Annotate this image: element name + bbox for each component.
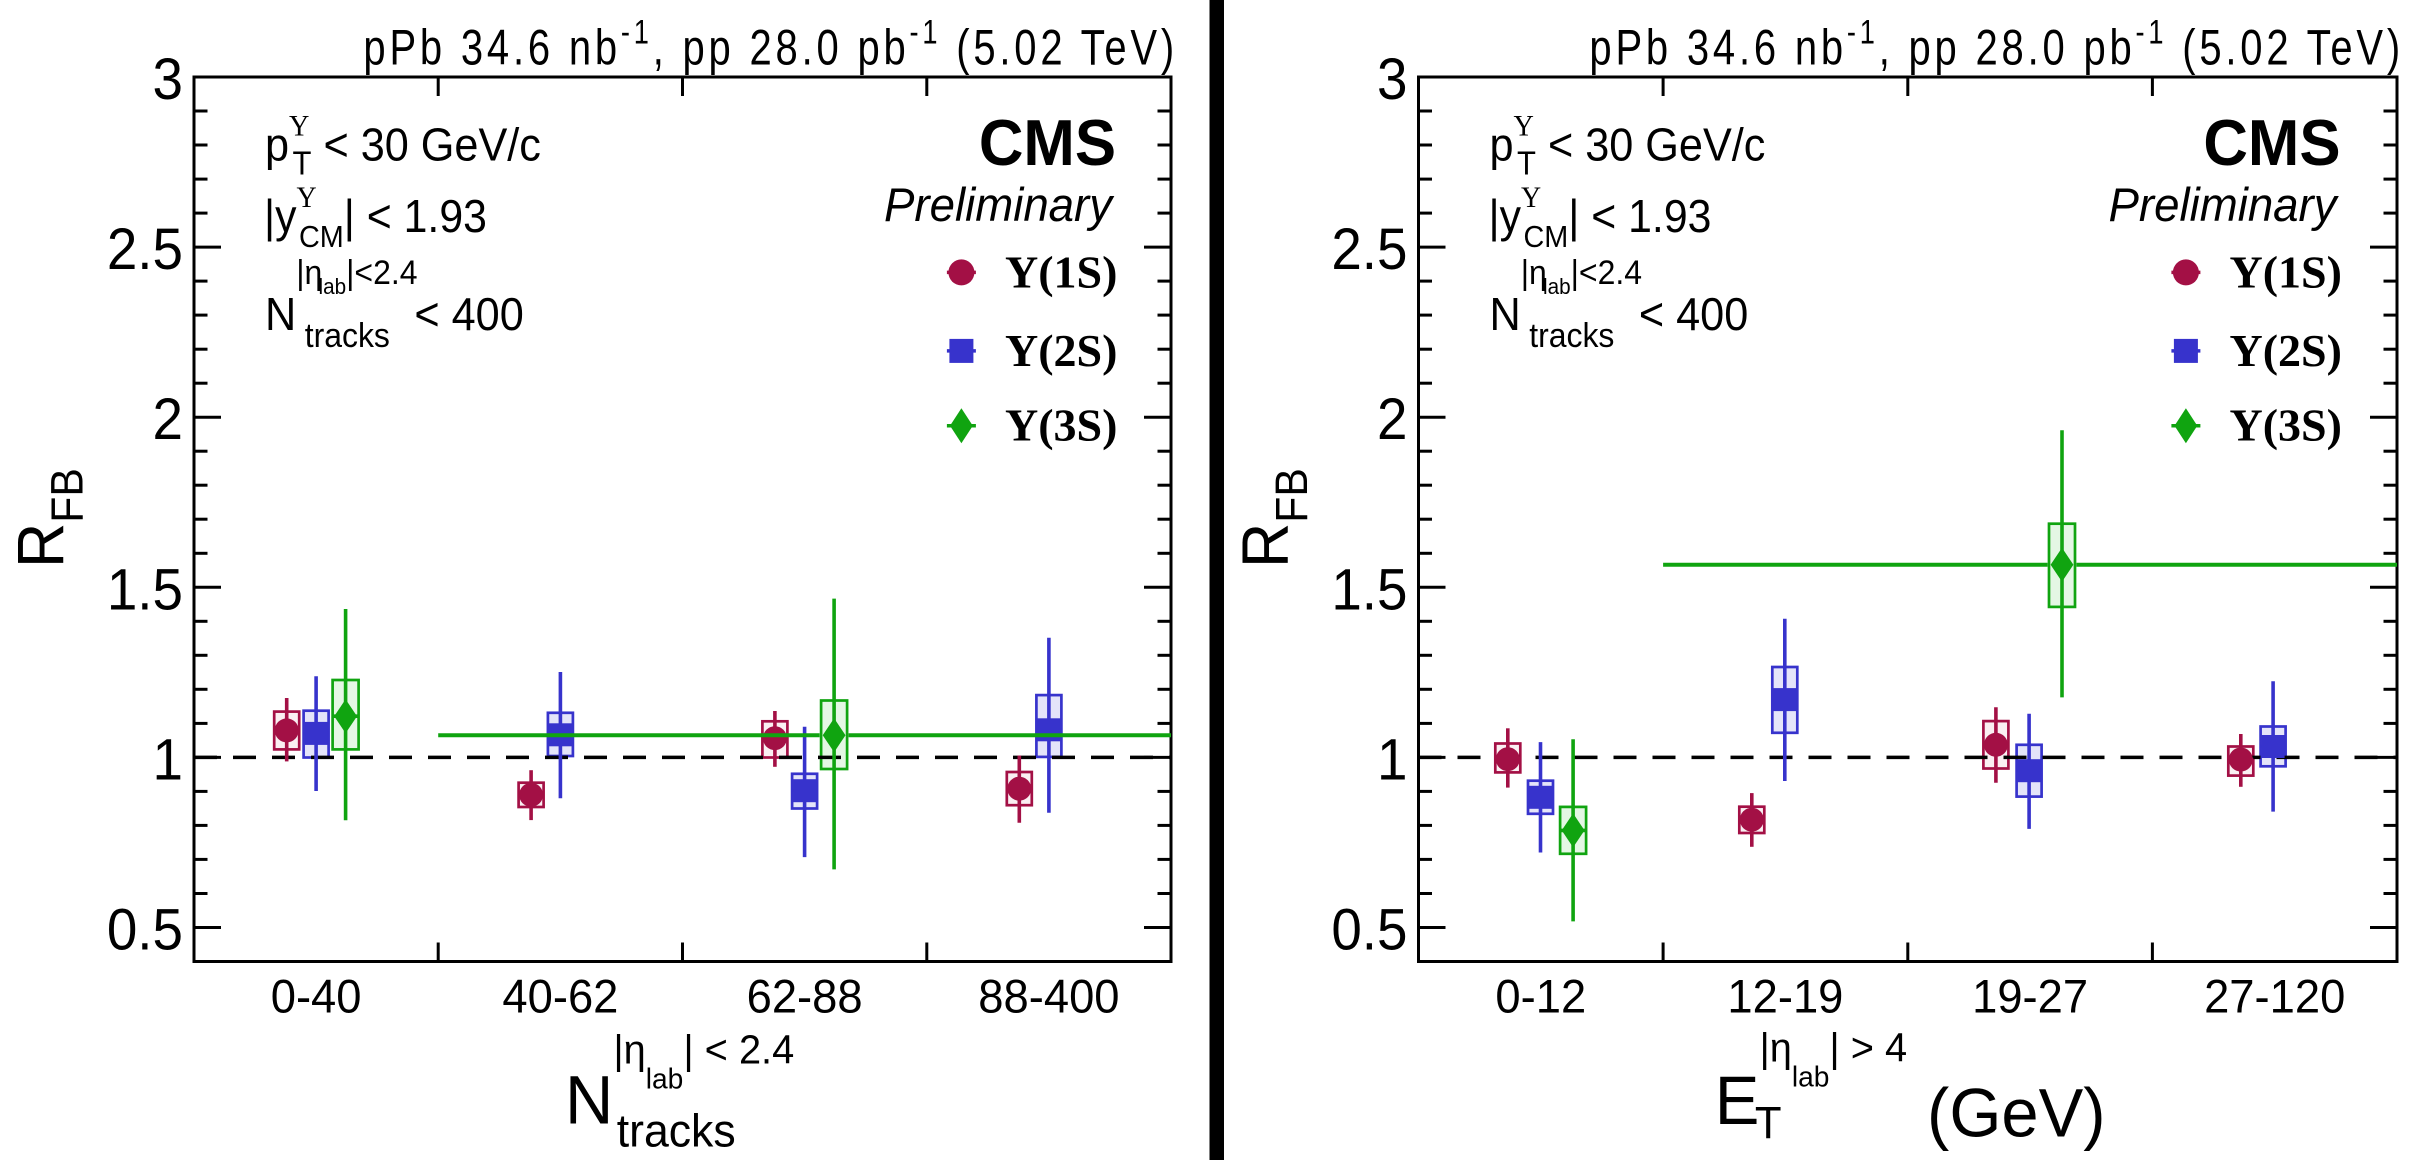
svg-text:Y(1S): Y(1S) xyxy=(2230,246,2342,297)
svg-text:CMS: CMS xyxy=(2203,108,2340,180)
svg-text:Y(2S): Y(2S) xyxy=(2230,325,2342,376)
svg-text:CMS: CMS xyxy=(979,108,1116,180)
svg-text:1.5: 1.5 xyxy=(1331,557,1407,622)
svg-text:3: 3 xyxy=(153,47,183,112)
svg-text:1.5: 1.5 xyxy=(107,557,183,622)
svg-text:pYT < 30 GeV/c: pY T < 30 GeV/c xyxy=(1490,110,1766,182)
svg-text:2: 2 xyxy=(153,387,183,452)
svg-text:2.5: 2.5 xyxy=(1331,217,1407,282)
svg-text:pPb 34.6 nb-1, pp 28.0 pb-1 (5: pPb 34.6 nb-1, pp 28.0 pb-1 (5.02 TeV) xyxy=(1589,13,2404,76)
svg-text:62-88: 62-88 xyxy=(747,970,863,1023)
svg-text:pYT < 30 GeV/c: pY T < 30 GeV/c xyxy=(265,110,541,182)
svg-text:19-27: 19-27 xyxy=(1972,970,2088,1023)
svg-text:27-120: 27-120 xyxy=(2204,970,2345,1023)
svg-text:Y(2S): Y(2S) xyxy=(1005,325,1117,376)
svg-text:3: 3 xyxy=(1377,47,1407,112)
svg-text:0.5: 0.5 xyxy=(1331,897,1407,962)
svg-text:Preliminary: Preliminary xyxy=(2109,178,2340,231)
svg-text:40-62: 40-62 xyxy=(502,970,618,1023)
svg-text:2.5: 2.5 xyxy=(107,217,183,282)
svg-text:Y(3S): Y(3S) xyxy=(2230,400,2342,451)
svg-text:1: 1 xyxy=(153,727,183,792)
svg-text:88-400: 88-400 xyxy=(978,970,1119,1023)
svg-text:0-40: 0-40 xyxy=(271,970,362,1023)
svg-text:pPb 34.6 nb-1, pp 28.0 pb-1 (5: pPb 34.6 nb-1, pp 28.0 pb-1 (5.02 TeV) xyxy=(363,13,1178,76)
svg-text:0.5: 0.5 xyxy=(107,897,183,962)
svg-text:2: 2 xyxy=(1377,387,1407,452)
svg-text:Y(1S): Y(1S) xyxy=(1005,246,1117,297)
svg-text:Preliminary: Preliminary xyxy=(884,178,1115,231)
svg-text:1: 1 xyxy=(1377,727,1407,792)
svg-text:0-12: 0-12 xyxy=(1495,970,1586,1023)
svg-text:Y(3S): Y(3S) xyxy=(1005,400,1117,451)
svg-text:12-19: 12-19 xyxy=(1727,970,1843,1023)
